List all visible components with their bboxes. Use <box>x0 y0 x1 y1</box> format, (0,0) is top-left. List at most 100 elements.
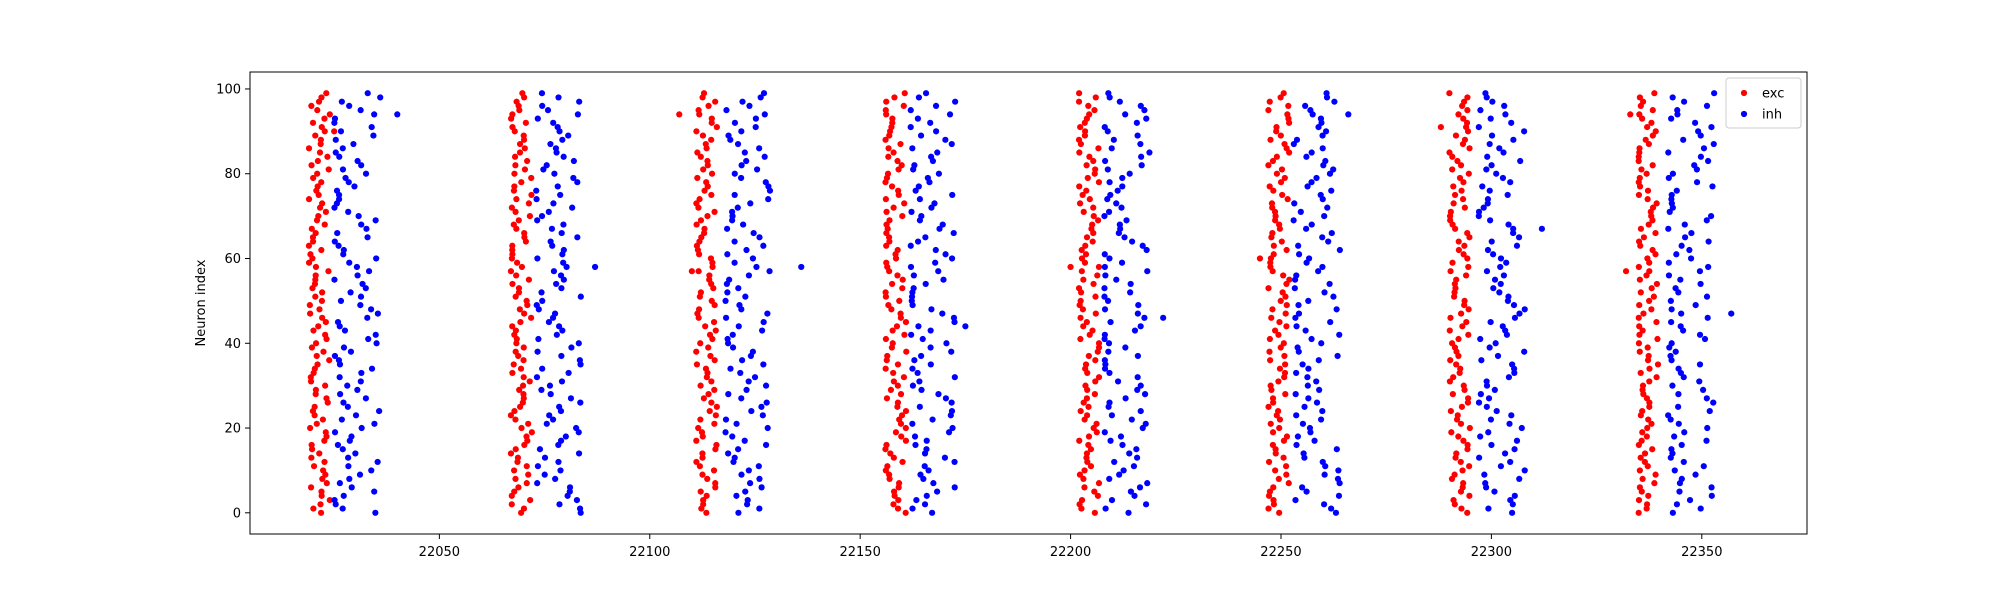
spike-inh <box>1122 344 1129 351</box>
spike-exc <box>510 221 517 228</box>
spike-inh <box>1294 433 1302 440</box>
spike-exc <box>1644 344 1651 351</box>
spike-exc <box>1078 496 1086 504</box>
spike-inh <box>533 187 540 194</box>
y-tick-label: 0 <box>233 506 241 521</box>
spike-exc <box>694 174 701 182</box>
spike-inh <box>1487 115 1494 122</box>
spike-exc <box>693 361 701 368</box>
spike-inh <box>364 90 371 97</box>
spike-inh <box>948 407 956 415</box>
spike-inh <box>340 344 348 351</box>
spike-exc <box>1447 357 1454 364</box>
spike-exc <box>887 386 895 393</box>
spike-inh <box>556 501 563 508</box>
spike-inh <box>1120 467 1127 474</box>
spike-inh <box>1105 208 1113 215</box>
spike-exc <box>697 340 704 347</box>
spike-exc <box>1449 166 1456 173</box>
spike-exc <box>883 98 890 105</box>
spike-inh <box>733 492 740 499</box>
spike-exc <box>523 433 530 440</box>
spike-exc <box>890 204 897 211</box>
spike-exc <box>1095 374 1103 381</box>
spike-inh <box>534 348 541 355</box>
spike-inh <box>925 467 932 474</box>
spike-inh <box>551 310 559 317</box>
x-tick-label: 22300 <box>1471 545 1512 560</box>
spike-exc <box>1637 454 1644 461</box>
spike-exc <box>1447 268 1454 275</box>
spike-inh <box>1303 488 1310 495</box>
spike-inh <box>1678 475 1685 482</box>
spike-inh <box>1303 153 1310 160</box>
spike-inh <box>754 166 761 173</box>
spike-exc <box>700 166 707 173</box>
spike-exc <box>1085 352 1092 360</box>
spike-exc <box>319 416 327 423</box>
spike-exc <box>705 102 712 110</box>
spike-inh <box>932 259 939 266</box>
spike-exc <box>1273 124 1280 131</box>
spike-exc <box>703 179 710 186</box>
spike-exc <box>314 183 321 190</box>
spike-inh <box>1681 221 1688 228</box>
spike-exc <box>1465 170 1472 177</box>
spike-inh <box>576 357 583 364</box>
spike-exc <box>324 153 331 160</box>
spike-inh <box>935 170 943 177</box>
spike-inh <box>1669 170 1677 177</box>
spike-exc <box>308 441 315 449</box>
spike-exc <box>1282 361 1289 368</box>
spike-exc <box>1453 276 1460 283</box>
spike-inh <box>346 475 353 482</box>
spike-inh <box>568 344 575 351</box>
spike-exc <box>883 242 890 249</box>
spike-exc <box>516 140 524 148</box>
spike-inh <box>909 365 916 372</box>
spike-inh <box>1102 272 1109 279</box>
spike-exc <box>1280 454 1287 461</box>
spike-inh <box>929 509 936 516</box>
legend-marker-inh <box>1740 110 1748 118</box>
spike-inh <box>945 429 953 436</box>
spike-exc <box>526 213 534 220</box>
spike-inh <box>1693 179 1701 186</box>
spike-inh <box>927 361 934 368</box>
spike-exc <box>1083 162 1090 169</box>
spike-exc <box>1640 310 1647 317</box>
spike-inh <box>915 323 922 330</box>
spike-exc <box>1451 471 1458 478</box>
spike-inh <box>576 505 584 512</box>
spike-inh <box>339 166 347 173</box>
spike-inh <box>558 285 565 292</box>
spike-exc <box>697 217 705 224</box>
spike-inh <box>755 463 762 470</box>
spike-inh <box>1489 98 1496 105</box>
spike-exc <box>1092 94 1099 101</box>
spike-exc <box>512 348 519 355</box>
spike-inh <box>1292 391 1299 398</box>
spike-inh <box>1710 140 1717 148</box>
spike-exc <box>710 318 718 326</box>
spike-exc <box>512 446 519 453</box>
spike-exc <box>887 450 894 457</box>
spike-inh <box>1510 136 1517 143</box>
spike-exc <box>312 340 320 347</box>
spike-exc <box>1636 484 1643 491</box>
spike-inh <box>912 187 919 194</box>
spike-inh <box>1299 361 1306 368</box>
spike-exc <box>322 208 329 215</box>
spike-inh <box>575 340 582 347</box>
spike-inh <box>1134 310 1141 317</box>
spike-inh <box>569 204 576 211</box>
spike-inh <box>743 386 750 393</box>
spike-exc <box>519 382 527 389</box>
spike-exc <box>1637 289 1644 296</box>
spike-exc <box>1279 289 1286 296</box>
spike-inh <box>948 255 956 262</box>
spike-inh <box>1686 246 1693 254</box>
spike-inh <box>1119 183 1126 190</box>
spike-exc <box>882 136 889 143</box>
spike-inh <box>1141 391 1149 398</box>
